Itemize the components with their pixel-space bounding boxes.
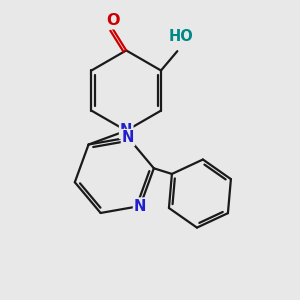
- Text: N: N: [134, 199, 146, 214]
- Text: O: O: [106, 13, 120, 28]
- Text: N: N: [122, 130, 134, 145]
- Text: HO: HO: [169, 29, 193, 44]
- Text: N: N: [120, 123, 132, 138]
